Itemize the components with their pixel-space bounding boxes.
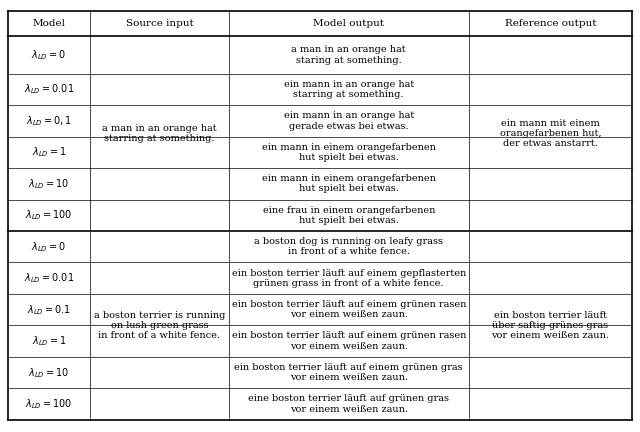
Text: $\lambda_{LD} = 10$: $\lambda_{LD} = 10$ bbox=[28, 366, 70, 380]
Text: $\lambda_{LD} = 100$: $\lambda_{LD} = 100$ bbox=[25, 397, 72, 411]
Text: a man in an orange hat
starring at something.: a man in an orange hat starring at somet… bbox=[102, 124, 217, 143]
Text: a man in an orange hat
staring at something.: a man in an orange hat staring at someth… bbox=[291, 45, 406, 64]
Text: $\lambda_{LD} = 0$: $\lambda_{LD} = 0$ bbox=[31, 48, 67, 62]
Text: ein boston terrier läuft auf einem grünen rasen
vor einem weißen zaun.: ein boston terrier läuft auf einem grüne… bbox=[232, 331, 466, 351]
Text: ein mann in an orange hat
starring at something.: ein mann in an orange hat starring at so… bbox=[284, 79, 414, 99]
Text: ein boston terrier läuft auf einem grünen gras
vor einem weißen zaun.: ein boston terrier läuft auf einem grüne… bbox=[234, 363, 463, 382]
Text: $\lambda_{LD} = 0, 1$: $\lambda_{LD} = 0, 1$ bbox=[26, 114, 72, 128]
Text: Reference output: Reference output bbox=[505, 19, 596, 28]
Text: $\lambda_{LD} = 0.1$: $\lambda_{LD} = 0.1$ bbox=[27, 303, 71, 317]
Text: eine boston terrier läuft auf grünen gras
vor einem weißen zaun.: eine boston terrier läuft auf grünen gra… bbox=[248, 394, 449, 414]
Text: ein boston terrier läuft
über saftig-grünes gras
vor einem weißen zaun.: ein boston terrier läuft über saftig-grü… bbox=[492, 311, 609, 340]
Text: ein mann in an orange hat
gerade etwas bei etwas.: ein mann in an orange hat gerade etwas b… bbox=[284, 111, 414, 130]
Text: $\lambda_{LD} = 0.01$: $\lambda_{LD} = 0.01$ bbox=[24, 271, 74, 285]
Text: ein mann in einem orangefarbenen
hut spielt bei etwas.: ein mann in einem orangefarbenen hut spi… bbox=[262, 174, 436, 194]
Text: eine frau in einem orangefarbenen
hut spielt bei etwas.: eine frau in einem orangefarbenen hut sp… bbox=[262, 206, 435, 225]
Text: $\lambda_{LD} = 1$: $\lambda_{LD} = 1$ bbox=[31, 334, 67, 348]
Text: Model: Model bbox=[33, 19, 65, 28]
Text: a boston dog is running on leafy grass
in front of a white fence.: a boston dog is running on leafy grass i… bbox=[254, 237, 444, 257]
Text: ein mann mit einem
orangefarbenen hut,
der etwas anstarrt.: ein mann mit einem orangefarbenen hut, d… bbox=[500, 119, 602, 149]
Text: ein boston terrier läuft auf einem grünen rasen
vor einem weißen zaun.: ein boston terrier läuft auf einem grüne… bbox=[232, 300, 466, 319]
Text: a boston terrier is running
on lush green grass
in front of a white fence.: a boston terrier is running on lush gree… bbox=[94, 311, 225, 340]
Text: $\lambda_{LD} = 0$: $\lambda_{LD} = 0$ bbox=[31, 240, 67, 254]
Text: Source input: Source input bbox=[125, 19, 193, 28]
Text: $\lambda_{LD} = 0.01$: $\lambda_{LD} = 0.01$ bbox=[24, 83, 74, 96]
Text: $\lambda_{LD} = 1$: $\lambda_{LD} = 1$ bbox=[31, 146, 67, 159]
Text: ein mann in einem orangefarbenen
hut spielt bei etwas.: ein mann in einem orangefarbenen hut spi… bbox=[262, 143, 436, 162]
Text: $\lambda_{LD} = 10$: $\lambda_{LD} = 10$ bbox=[28, 177, 70, 191]
Text: Model output: Model output bbox=[313, 19, 384, 28]
Text: $\lambda_{LD} = 100$: $\lambda_{LD} = 100$ bbox=[25, 208, 72, 222]
Text: ein boston terrier läuft auf einem gepflasterten
grünen grass in front of a whit: ein boston terrier läuft auf einem gepfl… bbox=[232, 269, 466, 288]
